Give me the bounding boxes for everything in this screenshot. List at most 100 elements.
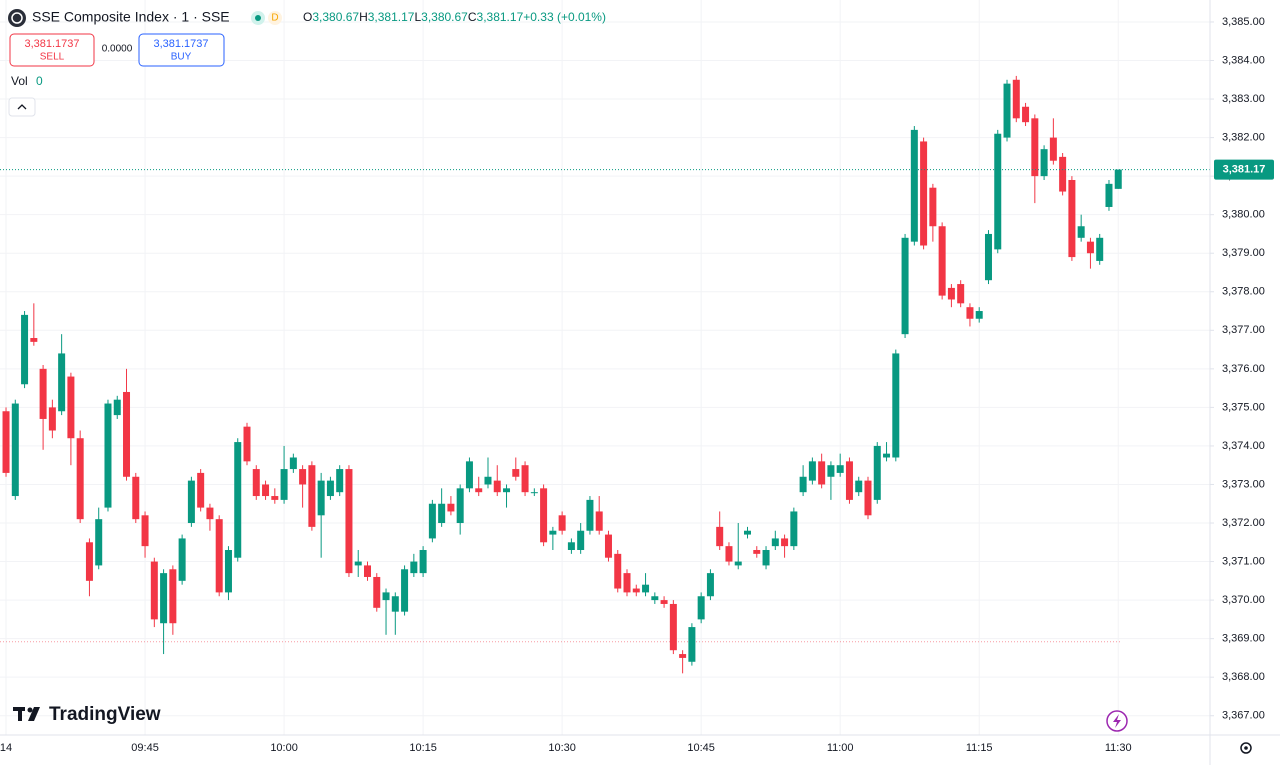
y-tick-label: 3,373.00 xyxy=(1222,478,1265,490)
ohlc-key: L xyxy=(414,10,421,24)
candle-body xyxy=(827,465,835,477)
candle-body xyxy=(549,530,557,535)
candle-body xyxy=(456,488,464,524)
candle-body xyxy=(30,338,38,342)
candle-body xyxy=(503,488,511,493)
candle-body xyxy=(938,226,946,296)
x-tick-label: 09:45 xyxy=(131,742,159,754)
y-tick-label: 3,384.00 xyxy=(1222,54,1265,66)
candle-body xyxy=(308,465,316,527)
candle-body xyxy=(271,496,279,500)
candle-body xyxy=(1049,137,1057,161)
chart-title: SSE Composite Index · 1 · SSE xyxy=(32,9,230,25)
candle-body xyxy=(567,542,575,550)
candle-body xyxy=(1040,149,1048,177)
candle-body xyxy=(169,569,177,624)
collapse-button[interactable] xyxy=(8,97,36,117)
candle-body xyxy=(883,453,891,458)
buy-label: BUY xyxy=(171,52,192,63)
branding: TradingView xyxy=(13,704,161,725)
candle-body xyxy=(141,515,149,547)
candle-body xyxy=(345,469,353,574)
ohlc-key: H xyxy=(359,10,368,24)
candle-body xyxy=(391,596,399,612)
candle-body xyxy=(21,314,29,385)
y-tick-label: 3,379.00 xyxy=(1222,247,1265,259)
candle-body xyxy=(1096,237,1104,261)
candle-body xyxy=(438,503,446,524)
header: SSE Composite Index · 1 · SSE D O 3,380.6… xyxy=(8,9,606,27)
candle-body xyxy=(947,287,955,300)
candle-body xyxy=(48,407,56,431)
candle-body xyxy=(614,553,622,589)
trade-panel: 3,381.1737 SELL 0.0000 3,381.1737 BUY xyxy=(9,33,225,67)
candle-body xyxy=(836,465,844,473)
candle-body xyxy=(243,426,251,462)
candle-body xyxy=(762,549,770,566)
candle-body xyxy=(67,376,75,439)
candle-body xyxy=(688,627,696,662)
candle-body xyxy=(178,538,186,581)
alert-icon xyxy=(1113,714,1121,728)
candle-body xyxy=(289,457,297,470)
y-tick-label: 3,377.00 xyxy=(1222,324,1265,336)
interval-badge[interactable] xyxy=(268,11,282,25)
candle-body xyxy=(725,546,733,562)
candle-body xyxy=(623,573,631,593)
candle-body xyxy=(132,476,140,520)
candle-body xyxy=(1022,106,1030,123)
candle-body xyxy=(410,561,418,574)
ohlc-value: 3,381.17 xyxy=(477,10,524,24)
candle-body xyxy=(2,411,10,473)
candle-body xyxy=(734,561,742,566)
brand-logo-slash xyxy=(28,707,40,721)
x-tick-label: 10:45 xyxy=(687,742,715,754)
y-tick-label: 3,367.00 xyxy=(1222,710,1265,722)
candle-body xyxy=(58,353,66,412)
candle-body xyxy=(901,237,909,335)
ohlc-value: 3,380.67 xyxy=(421,10,468,24)
candle-body xyxy=(512,469,520,477)
candle-body xyxy=(984,233,992,281)
brand-logo-dot xyxy=(27,707,33,713)
symbol-logo-ring xyxy=(11,12,23,24)
brand-name: TradingView xyxy=(49,704,161,725)
plot-area xyxy=(0,75,1210,674)
y-tick-label: 3,382.00 xyxy=(1222,132,1265,144)
sell-price: 3,381.1737 xyxy=(24,38,79,50)
candle-body xyxy=(234,442,242,558)
candle-body xyxy=(975,311,983,319)
candle-body xyxy=(642,584,650,593)
candle-body xyxy=(123,391,131,477)
interval-badge-text: D xyxy=(271,13,278,24)
candle-body xyxy=(336,469,344,493)
buy-button[interactable] xyxy=(138,33,225,67)
sell-button[interactable] xyxy=(9,33,95,67)
ohlc-key: O xyxy=(303,10,312,24)
candle-body xyxy=(85,542,93,581)
candle-body xyxy=(799,476,807,493)
candle-body xyxy=(892,353,900,458)
candle-body xyxy=(215,519,223,593)
brand-logo-stem xyxy=(18,707,22,721)
candle-body xyxy=(1114,169,1122,189)
candle-body xyxy=(484,476,492,485)
candle-body xyxy=(845,461,853,500)
spread: 0.0000 xyxy=(102,44,133,55)
settings-button[interactable] xyxy=(1240,742,1252,754)
candle-body xyxy=(1003,83,1011,138)
ohlc-legend: O3,380.67H3,381.17L3,380.67C3,381.17+0.3… xyxy=(303,10,606,24)
candle-body xyxy=(604,534,612,558)
x-tick-label: 11:00 xyxy=(827,742,854,754)
candle-body xyxy=(929,187,937,227)
candle-body xyxy=(475,488,483,493)
candle-body xyxy=(651,596,659,601)
axes: 3,367.00 3,368.00 3,369.00 3,370.00 3,371.00… xyxy=(0,16,1274,754)
volume-label: Vol xyxy=(11,74,28,88)
candle-body xyxy=(753,549,761,554)
candle-body xyxy=(530,492,538,494)
last-price-badge xyxy=(1214,159,1274,180)
candle-body xyxy=(966,307,974,319)
candle-body xyxy=(11,403,19,497)
